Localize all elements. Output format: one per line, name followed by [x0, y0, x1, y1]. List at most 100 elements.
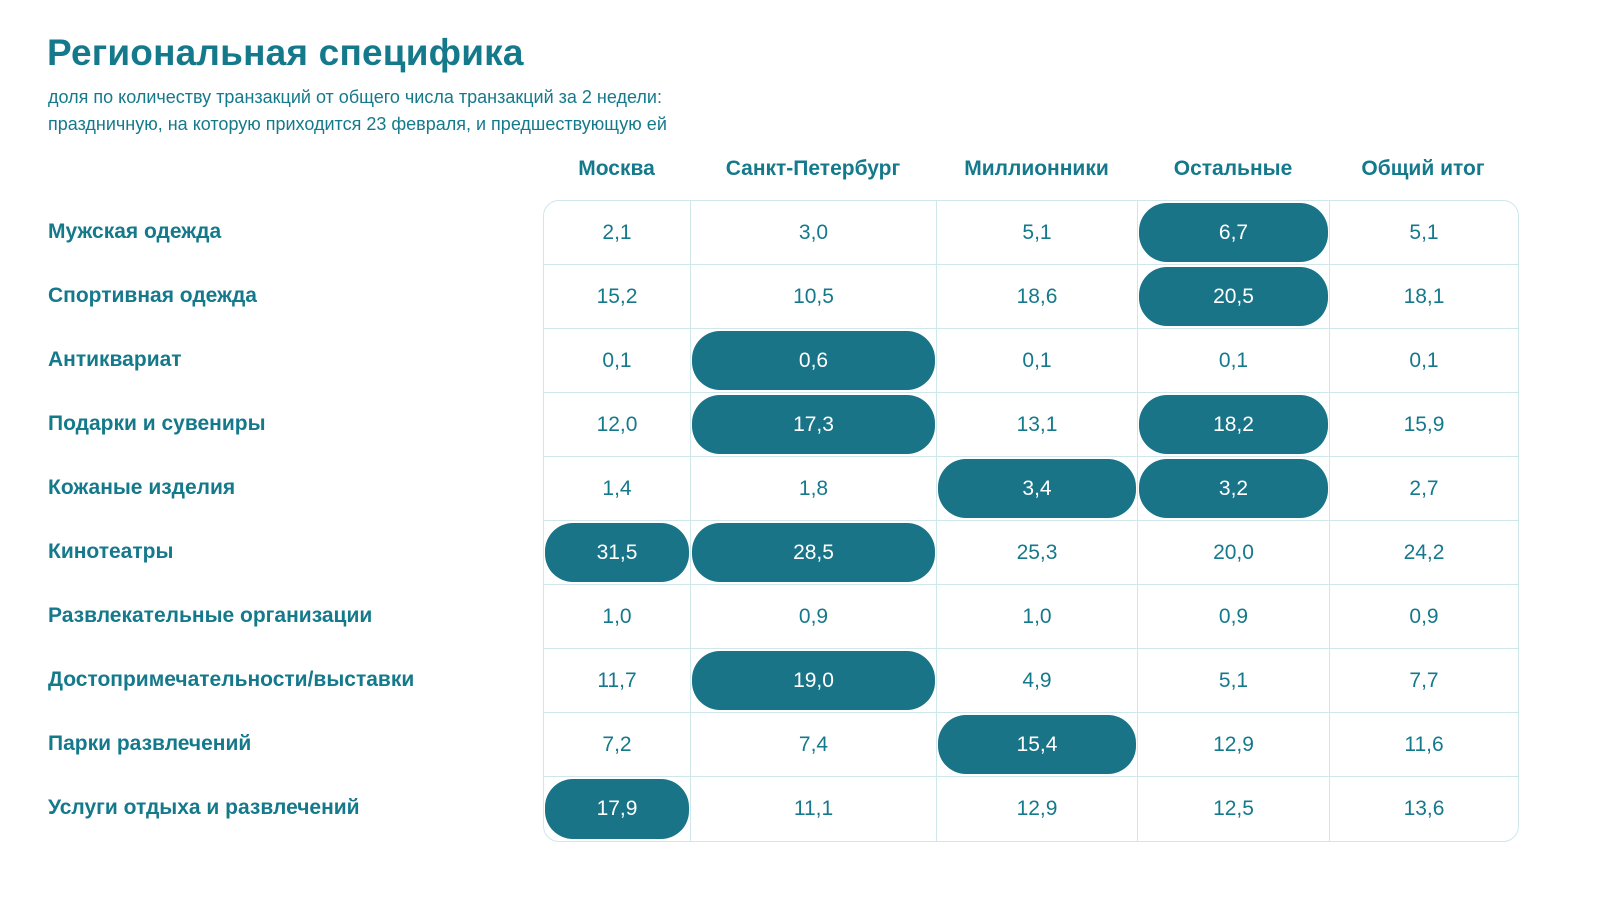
table-cell: 19,0: [691, 649, 937, 713]
cell-value: 11,1: [793, 797, 834, 820]
table-cell: 15,2: [544, 265, 691, 329]
cell-value: 7,7: [1409, 668, 1439, 692]
table-cell: 15,9: [1330, 393, 1518, 457]
table-cell: 28,5: [691, 521, 937, 585]
highlight-pill: 20,5: [1139, 267, 1328, 326]
highlight-pill: 28,5: [692, 523, 935, 582]
table-cell: 13,1: [937, 393, 1138, 457]
table-cell: 7,2: [544, 713, 691, 777]
table-cell: 25,3: [937, 521, 1138, 585]
highlight-pill: 3,4: [938, 459, 1136, 518]
table-cell: 20,0: [1138, 521, 1330, 585]
table-cell: 1,0: [544, 585, 691, 649]
cell-value: 0,6: [798, 348, 829, 372]
table-cell: 12,5: [1138, 777, 1330, 841]
table-cell: 31,5: [544, 521, 691, 585]
column-header: Москва: [578, 157, 655, 180]
row-labels: Мужская одежда Спортивная одежда Антиквари…: [48, 200, 538, 840]
cell-value: 17,9: [596, 797, 638, 820]
cell-value: 6,7: [1218, 220, 1249, 244]
cell-value: 0,1: [1022, 348, 1052, 372]
table-cell: 0,1: [1330, 329, 1518, 393]
table-cell: 17,9: [544, 777, 691, 841]
cell-value: 20,0: [1213, 540, 1254, 564]
cell-value: 13,1: [1016, 412, 1058, 436]
cell-value: 12,0: [596, 412, 638, 436]
cell-value: 0,1: [1218, 348, 1249, 372]
table-cell: 0,1: [937, 329, 1138, 393]
cell-value: 11,7: [597, 668, 637, 692]
row-label: Кожаные изделия: [48, 476, 236, 499]
table-cell: 5,1: [1330, 201, 1518, 265]
table-cell: 1,4: [544, 457, 691, 521]
table-cell: 11,6: [1330, 713, 1518, 777]
table-cell: 11,1: [691, 777, 937, 841]
table-cell: 0,9: [1330, 585, 1518, 649]
row-label: Услуги отдыха и развлечений: [48, 796, 360, 819]
highlight-pill: 3,2: [1139, 459, 1328, 518]
cell-value: 10,5: [793, 284, 834, 308]
cell-value: 13,6: [1403, 797, 1445, 820]
table-cell: 5,1: [937, 201, 1138, 265]
table-cell: 1,8: [691, 457, 937, 521]
cell-value: 0,1: [1409, 348, 1439, 372]
table-cell: 3,0: [691, 201, 937, 265]
table-cell: 24,2: [1330, 521, 1518, 585]
column-header: Остальные: [1173, 157, 1293, 180]
table-cell: 7,4: [691, 713, 937, 777]
column-header: Общий итог: [1361, 157, 1485, 180]
cell-value: 1,8: [798, 476, 829, 500]
table-cell: 0,6: [691, 329, 937, 393]
cell-value: 1,4: [602, 476, 632, 500]
cell-value: 18,1: [1403, 284, 1445, 308]
table-cell: 13,6: [1330, 777, 1518, 841]
cell-value: 15,4: [1016, 732, 1058, 756]
cell-value: 12,5: [1213, 797, 1254, 820]
table-cell: 10,5: [691, 265, 937, 329]
cell-value: 0,9: [798, 604, 829, 628]
table-cell: 18,1: [1330, 265, 1518, 329]
cell-value: 7,4: [798, 732, 829, 756]
table-cell: 12,9: [937, 777, 1138, 841]
cell-value: 31,5: [596, 540, 638, 564]
table-cell: 6,7: [1138, 201, 1330, 265]
table-cell: 1,0: [937, 585, 1138, 649]
table-cell: 3,2: [1138, 457, 1330, 521]
highlight-pill: 19,0: [692, 651, 935, 710]
table-cell: 12,0: [544, 393, 691, 457]
column-header: Санкт-Петербург: [725, 157, 901, 180]
subtitle-line-2: праздничную, на которую приходится 23 фе…: [48, 114, 667, 134]
row-label: Развлекательные организации: [48, 604, 373, 627]
table-grid: 2,1 3,0 5,1 6,7 5,1 15,2 10,5 18,6 20,5 18,1 0,1 0,…: [543, 200, 1519, 842]
cell-value: 24,2: [1403, 540, 1445, 564]
cell-value: 15,9: [1403, 412, 1445, 436]
cell-value: 1,0: [1022, 604, 1052, 628]
highlight-pill: 17,9: [545, 779, 689, 839]
highlight-pill: 6,7: [1139, 203, 1328, 262]
cell-value: 25,3: [1016, 540, 1058, 564]
table-cell: 0,9: [691, 585, 937, 649]
table-cell: 17,3: [691, 393, 937, 457]
highlight-pill: 15,4: [938, 715, 1136, 774]
cell-value: 5,1: [1022, 220, 1052, 244]
row-label: Спортивная одежда: [48, 284, 257, 307]
cell-value: 3,0: [798, 220, 829, 244]
cell-value: 2,1: [602, 220, 632, 244]
cell-value: 28,5: [793, 540, 834, 564]
cell-value: 0,9: [1218, 604, 1249, 628]
highlight-pill: 0,6: [692, 331, 935, 390]
cell-value: 4,9: [1022, 668, 1052, 692]
table-cell: 0,1: [544, 329, 691, 393]
cell-value: 12,9: [1213, 732, 1254, 756]
cell-value: 18,2: [1213, 412, 1254, 436]
table-cell: 20,5: [1138, 265, 1330, 329]
row-label: Подарки и сувениры: [48, 412, 266, 435]
table-cell: 2,7: [1330, 457, 1518, 521]
page-subtitle: доля по количеству транзакций от общего …: [48, 84, 667, 138]
cell-value: 20,5: [1213, 284, 1254, 308]
table-cell: 2,1: [544, 201, 691, 265]
cell-value: 19,0: [793, 668, 834, 692]
cell-value: 11,6: [1404, 732, 1444, 756]
cell-value: 0,9: [1409, 604, 1439, 628]
